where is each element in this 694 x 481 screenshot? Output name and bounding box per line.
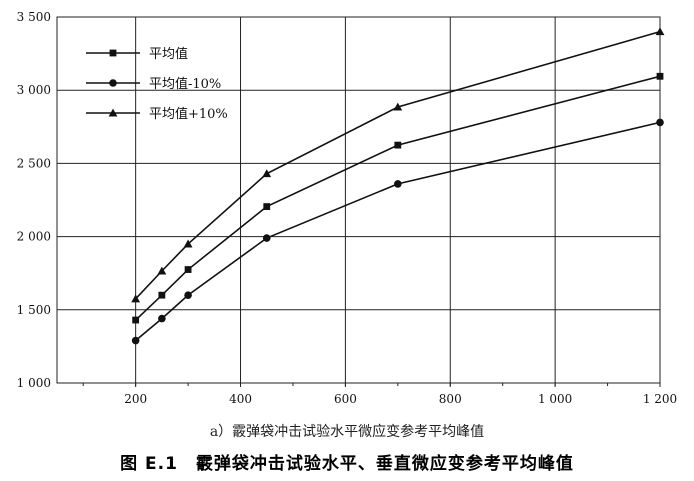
legend-label: 平均值-10% xyxy=(149,76,221,92)
data-point-square xyxy=(656,72,664,80)
plot-frame xyxy=(56,16,661,384)
data-point-triangle xyxy=(655,27,665,36)
subfigure-caption: a）霰弹袋冲击试验水平微应变参考平均峰值 xyxy=(209,424,485,440)
y-tick-label: 1 500 xyxy=(17,303,51,317)
data-point-triangle xyxy=(262,169,272,178)
series-group xyxy=(131,27,665,345)
data-point-square xyxy=(184,266,192,273)
y-tick-label: 2 500 xyxy=(17,156,51,170)
data-point-circle xyxy=(656,118,664,127)
series-triangle xyxy=(131,27,665,303)
series-line xyxy=(135,121,661,342)
x-tick-label: 800 xyxy=(439,392,462,406)
y-tick-label: 2 000 xyxy=(17,230,51,244)
data-point-square xyxy=(109,49,117,57)
y-tick-label: 3 000 xyxy=(17,83,51,97)
data-point-square xyxy=(158,291,166,299)
x-tick-label: 600 xyxy=(334,392,357,406)
data-point-circle xyxy=(131,336,140,345)
axes: 200 400 600 800 1 000 1 200 1 000 1 500 2 000 2 5… xyxy=(17,10,678,406)
series-line xyxy=(135,75,661,321)
y-tick-label: 3 500 xyxy=(17,10,51,24)
data-point-circle xyxy=(262,234,271,242)
x-tick-label: 1 000 xyxy=(538,392,572,406)
legend-entry: 平均值+10% xyxy=(86,106,228,122)
x-tick-label: 1 200 xyxy=(643,392,677,406)
series-circle xyxy=(131,118,664,345)
series-line xyxy=(135,30,661,300)
data-point-circle xyxy=(184,291,192,299)
data-point-triangle xyxy=(108,108,118,117)
legend-entry: 平均值-10% xyxy=(86,76,221,92)
figure-caption: 图 E.1 霰弹袋冲击试验水平、垂直微应变参考平均峰值 xyxy=(120,454,574,474)
legend-label: 平均值+10% xyxy=(149,106,228,122)
series-square xyxy=(132,72,664,324)
data-point-triangle xyxy=(393,102,403,111)
legend-entry: 平均值 xyxy=(86,46,188,62)
x-tick-label: 400 xyxy=(229,392,252,406)
x-tick-label: 200 xyxy=(124,392,147,406)
data-point-square xyxy=(132,316,140,324)
data-point-square xyxy=(263,203,271,210)
data-point-triangle xyxy=(183,239,193,248)
y-tick-label: 1 000 xyxy=(17,376,51,390)
data-point-circle xyxy=(109,79,117,87)
legend-label: 平均值 xyxy=(149,46,188,62)
data-point-square xyxy=(394,141,402,149)
data-point-triangle xyxy=(131,294,141,303)
data-point-circle xyxy=(158,314,166,323)
data-point-circle xyxy=(394,180,402,188)
data-point-triangle xyxy=(157,266,167,275)
